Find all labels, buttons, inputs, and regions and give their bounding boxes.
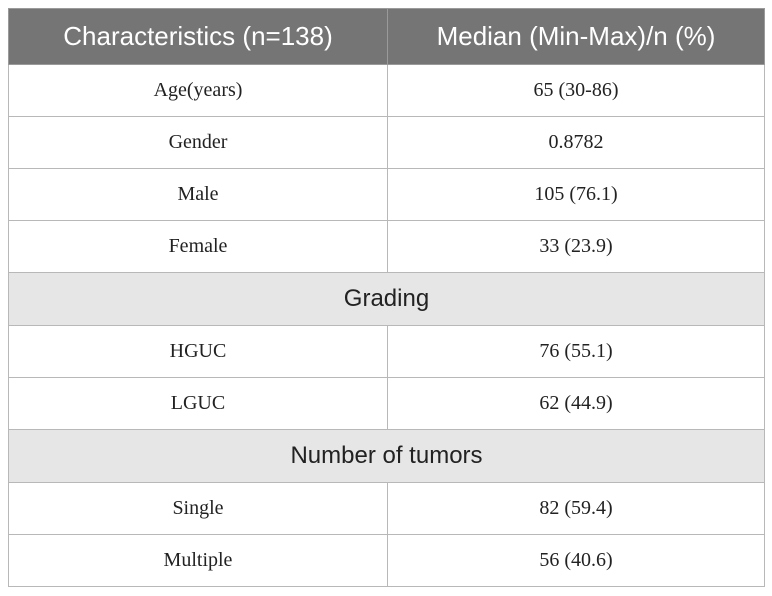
row-label: Gender xyxy=(8,116,388,169)
row-value: 65 (30-86) xyxy=(387,64,765,117)
row-value: 33 (23.9) xyxy=(387,220,765,273)
characteristics-table: Characteristics (n=138) Median (Min-Max)… xyxy=(8,8,765,587)
row-label: LGUC xyxy=(8,377,388,430)
row-value: 0.8782 xyxy=(387,116,765,169)
row-label: HGUC xyxy=(8,325,388,378)
table-row-male: Male 105 (76.1) xyxy=(8,168,765,221)
section-title: Grading xyxy=(8,272,765,326)
header-characteristics: Characteristics (n=138) xyxy=(8,8,388,65)
table-row-lguc: LGUC 62 (44.9) xyxy=(8,377,765,430)
header-median: Median (Min-Max)/n (%) xyxy=(387,8,765,65)
row-value: 82 (59.4) xyxy=(387,482,765,535)
row-label: Age(years) xyxy=(8,64,388,117)
table-row-gender: Gender 0.8782 xyxy=(8,116,765,169)
row-value: 56 (40.6) xyxy=(387,534,765,587)
table-row-female: Female 33 (23.9) xyxy=(8,220,765,273)
table-row-single: Single 82 (59.4) xyxy=(8,482,765,535)
section-title: Number of tumors xyxy=(8,429,765,483)
table-row-multiple: Multiple 56 (40.6) xyxy=(8,534,765,587)
row-label: Female xyxy=(8,220,388,273)
row-label: Multiple xyxy=(8,534,388,587)
row-value: 62 (44.9) xyxy=(387,377,765,430)
section-row-number-of-tumors: Number of tumors xyxy=(8,429,765,483)
table-row-age: Age(years) 65 (30-86) xyxy=(8,64,765,117)
row-label: Single xyxy=(8,482,388,535)
row-value: 76 (55.1) xyxy=(387,325,765,378)
section-row-grading: Grading xyxy=(8,272,765,326)
row-label: Male xyxy=(8,168,388,221)
table-row-hguc: HGUC 76 (55.1) xyxy=(8,325,765,378)
row-value: 105 (76.1) xyxy=(387,168,765,221)
table-header-row: Characteristics (n=138) Median (Min-Max)… xyxy=(8,8,765,65)
characteristics-table-container: Characteristics (n=138) Median (Min-Max)… xyxy=(8,8,765,587)
